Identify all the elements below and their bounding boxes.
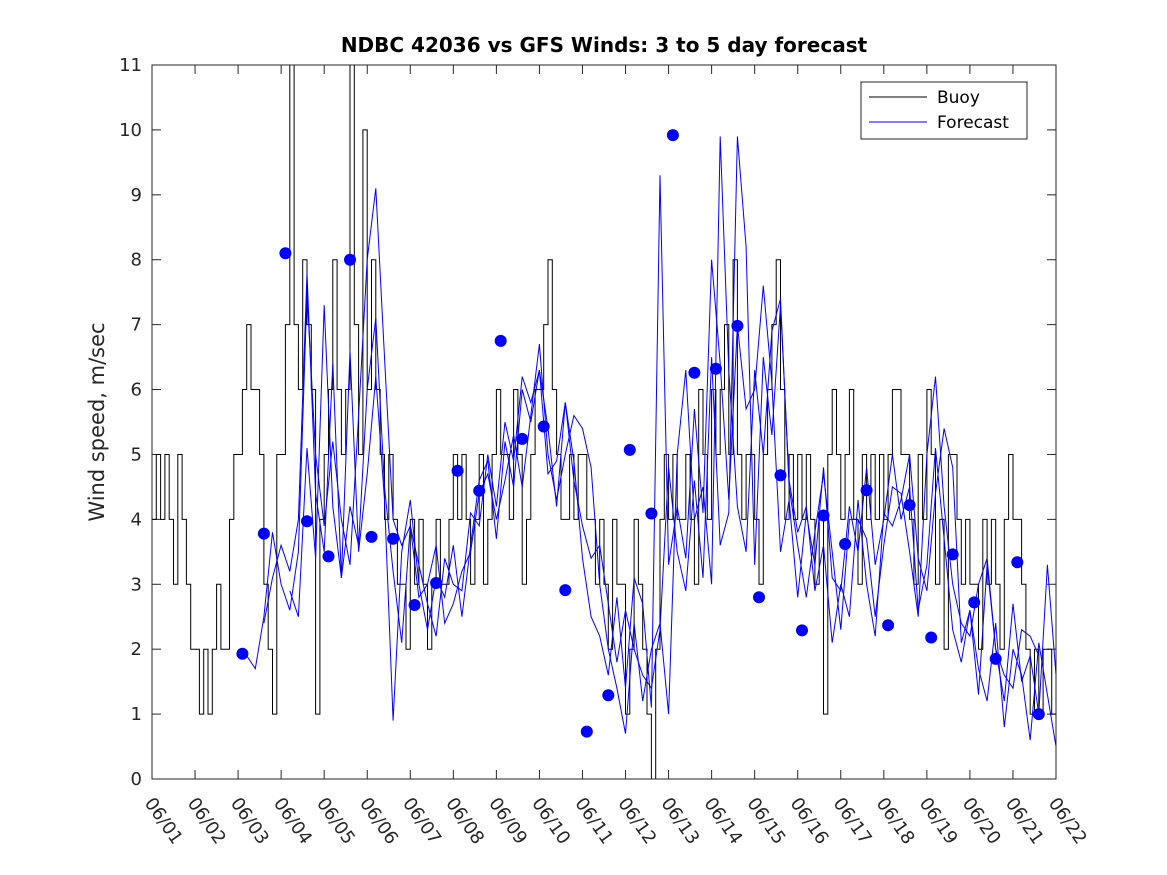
forecast-marker-point <box>322 550 335 563</box>
forecast-marker-point <box>645 507 658 520</box>
legend: Buoy Forecast <box>860 81 1028 140</box>
forecast-marker-point <box>903 499 916 512</box>
forecast-marker-point <box>796 624 808 637</box>
forecast-marker-point <box>516 432 529 445</box>
plot-frame <box>151 64 1057 780</box>
y-tick-label: 6 <box>131 380 142 401</box>
chart-title: NDBC 42036 vs GFS Winds: 3 to 5 day fore… <box>341 33 868 57</box>
forecast-marker-point <box>236 647 249 660</box>
forecast-marker-point <box>623 443 636 456</box>
forecast-marker-point <box>430 577 443 589</box>
forecast-marker-point <box>301 515 313 528</box>
forecast-marker-point <box>753 591 765 604</box>
forecast-marker-point <box>451 464 464 477</box>
y-tick-label: 5 <box>131 444 142 465</box>
forecast-marker-point <box>537 420 550 433</box>
y-tick-label: 10 <box>119 120 142 141</box>
forecast-marker-point <box>559 584 572 597</box>
forecast-marker-point <box>1032 708 1045 721</box>
forecast-marker-point <box>817 509 830 522</box>
forecast-marker-point <box>968 596 981 609</box>
forecast-marker-point <box>279 247 292 260</box>
forecast-marker-point <box>709 362 722 375</box>
forecast-marker-point <box>839 538 852 550</box>
y-tick-label: 2 <box>131 639 142 660</box>
forecast-marker-point <box>602 689 615 702</box>
y-axis-label: Wind speed, m/sec <box>85 322 109 521</box>
forecast-marker-point <box>925 631 938 644</box>
forecast-marker-point <box>774 469 787 482</box>
forecast-marker-point <box>387 532 400 545</box>
forecast-series-line-3 <box>289 136 1057 747</box>
y-tick-label: 9 <box>131 185 142 206</box>
forecast-marker-point <box>580 725 593 738</box>
forecast-marker-point <box>731 319 744 332</box>
series-layer <box>152 64 1057 780</box>
forecast-marker-point <box>882 619 895 632</box>
y-tick-label: 11 <box>119 55 142 76</box>
legend-forecast-label: Forecast <box>937 113 1009 133</box>
y-tick-label: 1 <box>131 704 142 725</box>
forecast-marker-point <box>860 484 873 497</box>
forecast-marker-point <box>344 253 356 266</box>
y-tick-label: 7 <box>131 315 142 336</box>
forecast-marker-point <box>946 548 959 561</box>
forecast-marker-point <box>494 334 507 347</box>
y-tick-label: 0 <box>131 769 142 790</box>
y-tick-label: 8 <box>131 250 142 271</box>
forecast-series-line-2 <box>263 175 1040 708</box>
forecast-marker-point <box>1011 556 1024 569</box>
forecast-marker-point <box>688 366 701 379</box>
forecast-series-line-1 <box>246 136 1057 734</box>
forecast-marker-point <box>365 530 378 543</box>
y-tick-label: 3 <box>131 574 142 595</box>
forecast-marker-point <box>989 652 1002 665</box>
plot-area <box>152 65 1056 779</box>
forecast-marker-point <box>408 599 421 611</box>
legend-buoy-label: Buoy <box>937 88 980 108</box>
forecast-marker-point <box>257 527 270 540</box>
forecast-marker-point <box>666 129 679 142</box>
forecast-marker-point <box>473 484 486 497</box>
legend-box <box>860 81 1028 140</box>
y-tick-label: 4 <box>131 509 142 530</box>
